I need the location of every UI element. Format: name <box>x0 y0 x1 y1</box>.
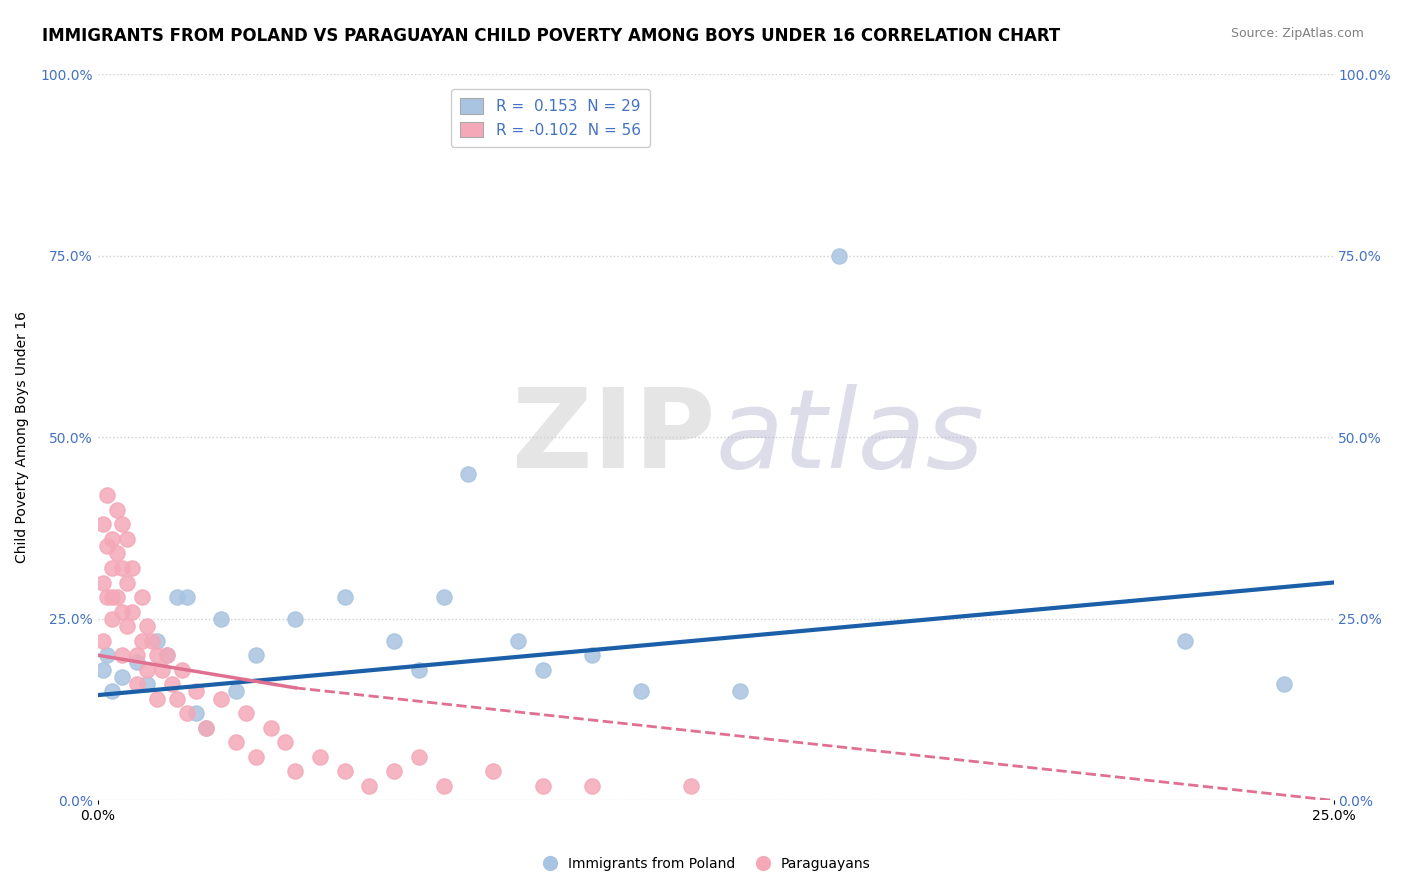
Point <box>408 750 430 764</box>
Point <box>156 648 179 662</box>
Point <box>1174 633 1197 648</box>
Point <box>96 488 118 502</box>
Point <box>136 663 159 677</box>
Point <box>101 561 124 575</box>
Point <box>160 677 183 691</box>
Point <box>121 561 143 575</box>
Point <box>146 648 169 662</box>
Point <box>284 612 307 626</box>
Point <box>150 663 173 677</box>
Point <box>679 779 702 793</box>
Point <box>146 691 169 706</box>
Point <box>141 633 163 648</box>
Point <box>333 764 356 779</box>
Y-axis label: Child Poverty Among Boys Under 16: Child Poverty Among Boys Under 16 <box>15 311 30 563</box>
Point <box>146 633 169 648</box>
Point <box>91 663 114 677</box>
Point <box>245 648 267 662</box>
Point <box>105 546 128 560</box>
Point <box>186 706 208 721</box>
Text: ZIP: ZIP <box>512 384 716 491</box>
Point <box>408 663 430 677</box>
Point <box>730 684 752 698</box>
Text: IMMIGRANTS FROM POLAND VS PARAGUAYAN CHILD POVERTY AMONG BOYS UNDER 16 CORRELATI: IMMIGRANTS FROM POLAND VS PARAGUAYAN CHI… <box>42 27 1060 45</box>
Point <box>359 779 381 793</box>
Point <box>136 619 159 633</box>
Text: atlas: atlas <box>716 384 984 491</box>
Point <box>225 735 247 749</box>
Point <box>506 633 529 648</box>
Point <box>581 648 603 662</box>
Point <box>111 517 134 532</box>
Point <box>209 612 232 626</box>
Point <box>209 691 232 706</box>
Point <box>382 633 405 648</box>
Point <box>111 605 134 619</box>
Point <box>235 706 257 721</box>
Point <box>111 648 134 662</box>
Point <box>111 670 134 684</box>
Point <box>531 663 554 677</box>
Point <box>127 648 149 662</box>
Point <box>225 684 247 698</box>
Point <box>259 721 281 735</box>
Point <box>245 750 267 764</box>
Point <box>309 750 332 764</box>
Point <box>195 721 218 735</box>
Point <box>121 605 143 619</box>
Legend: Immigrants from Poland, Paraguayans: Immigrants from Poland, Paraguayans <box>530 851 876 876</box>
Point <box>127 677 149 691</box>
Point <box>111 561 134 575</box>
Point <box>101 532 124 546</box>
Point <box>127 656 149 670</box>
Point <box>828 249 851 263</box>
Point <box>136 677 159 691</box>
Point <box>382 764 405 779</box>
Point <box>96 648 118 662</box>
Point <box>581 779 603 793</box>
Point <box>176 706 198 721</box>
Point <box>117 532 139 546</box>
Point <box>531 779 554 793</box>
Point <box>91 633 114 648</box>
Point <box>166 691 188 706</box>
Point <box>1272 677 1295 691</box>
Point <box>101 684 124 698</box>
Point <box>91 575 114 590</box>
Point <box>105 503 128 517</box>
Point <box>105 590 128 604</box>
Point <box>195 721 218 735</box>
Point <box>186 684 208 698</box>
Point <box>433 590 456 604</box>
Point <box>433 779 456 793</box>
Point <box>96 590 118 604</box>
Point <box>91 517 114 532</box>
Point <box>170 663 193 677</box>
Point <box>274 735 297 749</box>
Point <box>96 539 118 553</box>
Point <box>117 575 139 590</box>
Point <box>457 467 479 481</box>
Point <box>131 590 153 604</box>
Point <box>284 764 307 779</box>
Legend: R =  0.153  N = 29, R = -0.102  N = 56: R = 0.153 N = 29, R = -0.102 N = 56 <box>451 89 650 147</box>
Point <box>482 764 505 779</box>
Point <box>117 619 139 633</box>
Point <box>131 633 153 648</box>
Point <box>156 648 179 662</box>
Point <box>101 612 124 626</box>
Point <box>630 684 652 698</box>
Text: Source: ZipAtlas.com: Source: ZipAtlas.com <box>1230 27 1364 40</box>
Point <box>176 590 198 604</box>
Point <box>333 590 356 604</box>
Point <box>166 590 188 604</box>
Point <box>101 590 124 604</box>
